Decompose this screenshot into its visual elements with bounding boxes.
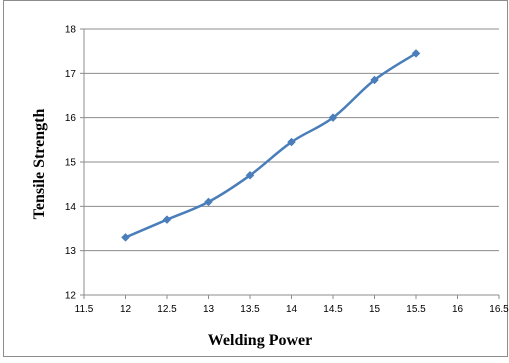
chart-frame-border: [3, 0, 508, 357]
y-axis-title: Tensile Strength: [31, 109, 48, 220]
series-line: [125, 52, 417, 239]
x-tick-label: 16: [452, 304, 464, 315]
x-tick-label: 15: [369, 304, 381, 315]
data-point-marker: [121, 233, 130, 242]
axes: [80, 28, 500, 299]
data-point-marker: [328, 113, 338, 123]
y-tick-label: 14: [65, 202, 77, 213]
x-tick-label: 15.5: [406, 304, 426, 315]
y-tick-label: 16: [65, 113, 77, 124]
x-tick-label: 13.5: [240, 304, 260, 315]
y-tick-label: 18: [65, 25, 77, 36]
x-tick-label: 11.5: [75, 304, 94, 315]
data-point-marker: [287, 137, 296, 147]
gridlines: [84, 28, 499, 252]
data-point-marker: [204, 197, 213, 207]
data-series: [121, 49, 421, 242]
y-tick-label: 15: [65, 158, 77, 169]
data-point-marker: [411, 49, 421, 58]
x-tick-label: 14: [286, 304, 298, 315]
y-tick-label: 17: [65, 69, 77, 80]
data-point-marker: [370, 75, 379, 85]
x-tick-label: 16.5: [489, 304, 509, 315]
x-tick-label: 14.5: [323, 304, 343, 315]
y-tick-label: 13: [65, 246, 77, 257]
x-tick-label: 12.5: [157, 304, 177, 315]
y-tick-label: 12: [65, 291, 77, 302]
data-point-marker: [245, 170, 255, 180]
tick-labels: 12 13 14 15 16 17 18 11.5 12 12.5 13 13.5 14 14.5 15 15…: [65, 25, 509, 316]
x-tick-label: 12: [120, 304, 132, 315]
data-point-marker: [162, 215, 172, 224]
x-axis-title: Welding Power: [208, 332, 312, 349]
x-tick-label: 13: [203, 304, 215, 315]
